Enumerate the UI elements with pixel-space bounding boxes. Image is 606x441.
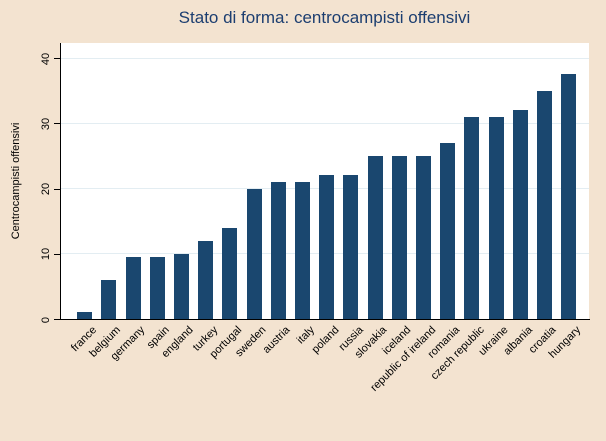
y-tick-label-30: 30 (40, 117, 52, 130)
x-tick-label-austria: austria (260, 324, 293, 356)
bar-france (77, 312, 93, 319)
y-tick-mark-0 (54, 319, 60, 320)
bar-slovakia (367, 155, 383, 319)
bar-italy (295, 181, 310, 319)
x-axis-line (60, 319, 590, 320)
y-tick-label-10: 10 (40, 248, 52, 261)
bar-germany (125, 257, 141, 319)
bar-austria (270, 181, 286, 319)
gridline-y-40 (60, 57, 589, 59)
bar-ukraine (488, 116, 504, 319)
y-tick-mark-40 (54, 58, 60, 59)
bar-portugal (222, 227, 238, 319)
bar-russia (343, 175, 359, 319)
chart-title: Stato di forma: centrocampisti offensivi (178, 8, 471, 27)
y-axis-title: Centrocampisti offensivi (10, 122, 22, 240)
y-tick-label-0: 0 (40, 316, 52, 323)
bar-romania (440, 142, 456, 319)
y-axis-line (60, 43, 61, 320)
bar-sweden (246, 188, 262, 319)
bar-hungary (561, 74, 577, 319)
bar-croatia (537, 90, 552, 319)
bar-albania (512, 110, 528, 319)
bar-iceland (391, 155, 407, 319)
bar-poland (319, 175, 335, 319)
gridline-y-30 (60, 122, 589, 124)
y-tick-mark-30 (54, 123, 60, 125)
y-tick-label-20: 20 (40, 182, 52, 196)
bar-turkey (198, 240, 214, 319)
y-tick-label-40: 40 (40, 52, 52, 65)
y-tick-mark-20 (54, 188, 60, 190)
bar-belgium (101, 279, 117, 319)
bar-republic-of-ireland (416, 155, 431, 319)
bar-england (174, 253, 189, 319)
y-tick-mark-10 (54, 253, 60, 255)
bar-spain (149, 257, 165, 319)
bar-czech-republic (464, 116, 480, 319)
